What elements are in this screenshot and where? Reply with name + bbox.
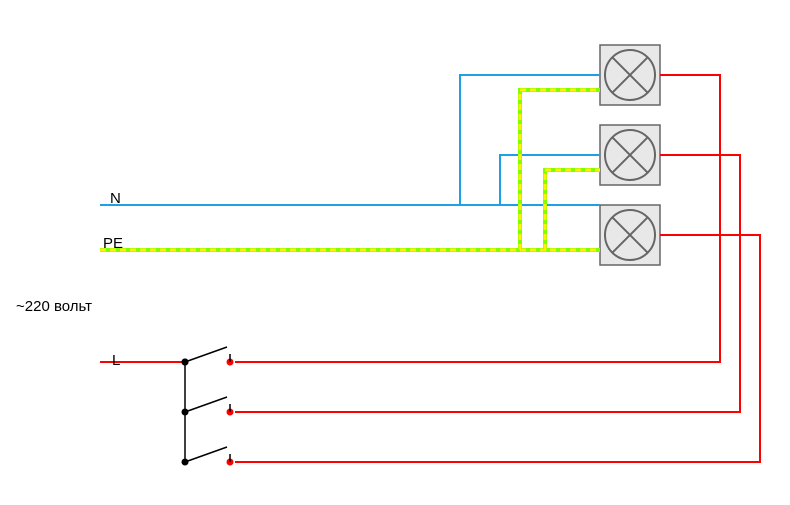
line-label: L: [112, 352, 120, 369]
neutral-wire-lamp2: [500, 155, 600, 205]
switch-2-arm: [185, 397, 227, 412]
pe-wire-lamp2: [545, 170, 600, 250]
live-wire-lamp3: [235, 235, 760, 462]
live-wire-lamp2: [235, 155, 740, 412]
wiring-diagram: [0, 0, 790, 505]
switch-1-arm: [185, 347, 227, 362]
neutral-label: N: [110, 190, 121, 207]
switch-3-arm: [185, 447, 227, 462]
pe-label: PE: [103, 235, 123, 252]
neutral-wire-lamp1: [460, 75, 600, 205]
voltage-label: ~220 вольт: [16, 298, 92, 315]
